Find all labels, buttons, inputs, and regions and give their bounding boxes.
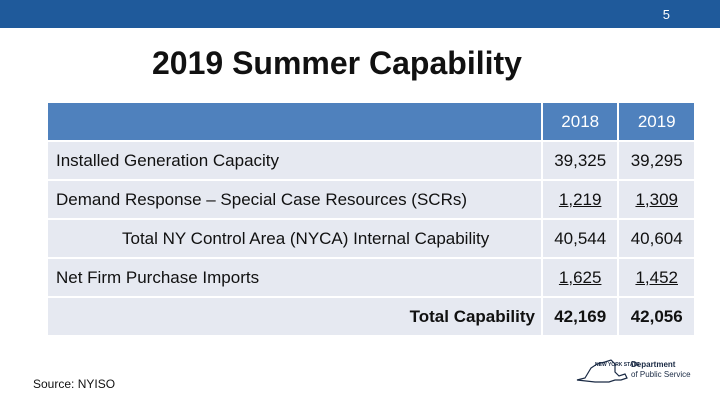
row-label: Installed Generation Capacity — [48, 142, 543, 179]
underlined-value: 1,452 — [635, 267, 678, 287]
header-2019: 2019 — [619, 103, 694, 140]
slide-title: 2019 Summer Capability — [152, 45, 522, 81]
page-number: 5 — [662, 7, 670, 22]
header-label-cell — [48, 103, 543, 140]
value-2019: 39,295 — [619, 142, 694, 179]
value-2018: 42,169 — [542, 298, 620, 335]
new-york-state-icon — [576, 359, 628, 383]
underlined-value: 1,625 — [558, 267, 602, 287]
value-2019: 1,309 — [619, 181, 694, 218]
table-row: Demand Response – Special Case Resources… — [48, 181, 694, 218]
row-label: Total NY Control Area (NYCA) Internal Ca… — [48, 220, 543, 257]
table-row: Total NY Control Area (NYCA) Internal Ca… — [48, 220, 694, 257]
dps-logo: NEW YORK STATE Department of Public Serv… — [575, 358, 695, 384]
value-2019: 1,452 — [619, 259, 694, 296]
value-2019: 42,056 — [619, 298, 694, 335]
logo-line-1: Department — [631, 360, 676, 369]
underlined-value: 1,309 — [635, 189, 678, 209]
value-2018: 39,325 — [542, 142, 620, 179]
table-header-row: 2018 2019 — [48, 103, 694, 140]
value-2018: 40,544 — [542, 220, 620, 257]
table-row: Net Firm Purchase Imports 1,625 1,452 — [48, 259, 694, 296]
row-label: Demand Response – Special Case Resources… — [48, 181, 543, 218]
table-row: Installed Generation Capacity 39,325 39,… — [48, 142, 694, 179]
row-label: Net Firm Purchase Imports — [48, 259, 543, 296]
capability-table: 2018 2019 Installed Generation Capacity … — [48, 101, 694, 337]
underlined-value: 1,219 — [558, 189, 602, 209]
top-bar: 5 — [0, 0, 720, 28]
table-row-total: Total Capability 42,169 42,056 — [48, 298, 694, 335]
source-note: Source: NYISO — [33, 377, 116, 391]
logo-line-2: of Public Service — [631, 370, 691, 379]
value-2018: 1,219 — [542, 181, 620, 218]
row-label: Total Capability — [48, 298, 543, 335]
value-2018: 1,625 — [542, 259, 620, 296]
logo-state-text: NEW YORK STATE — [595, 362, 640, 368]
value-2019: 40,604 — [619, 220, 694, 257]
header-2018: 2018 — [542, 103, 620, 140]
